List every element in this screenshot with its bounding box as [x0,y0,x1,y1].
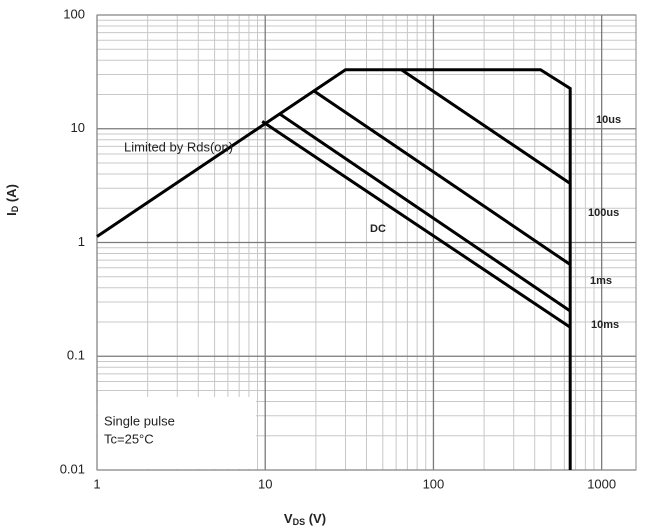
series-label: 1ms [590,275,612,287]
y-axis-label: ID (A) [4,184,20,216]
x-axis-label-main: V [284,511,293,526]
x-tick-label: 1000 [587,476,616,491]
annotation: Limited by Rds(on) [124,139,233,154]
x-tick-label: 10 [258,476,272,491]
series-line [400,68,572,185]
series-label: 10ms [591,319,619,331]
y-tick-label: 10 [71,120,85,135]
y-axis-label-main: I [4,212,19,216]
series-label: 100us [588,207,619,219]
y-tick-label: 0.01 [60,461,85,476]
note-text: Single pulse [104,413,175,428]
series-line [261,120,572,329]
x-axis-label: VDS (V) [284,511,326,527]
series-label: 10us [596,114,621,126]
x-tick-label: 100 [423,476,445,491]
x-axis-label-unit: (V) [305,511,326,526]
y-axis-label-unit: (A) [4,184,19,206]
x-axis-label-sub: DS [293,517,306,527]
y-axis-label-sub: D [10,205,20,212]
series-line [278,112,572,313]
y-tick-label: 0.1 [67,348,85,363]
plot-frame [96,14,637,471]
annotation: DC [370,223,386,235]
y-tick-label: 100 [63,6,85,21]
x-tick-label: 1 [93,476,100,491]
series-line [96,68,572,470]
y-tick-label: 1 [78,234,85,249]
note-text: Tc=25°C [104,431,154,446]
series-line [312,89,572,266]
note-box [98,397,256,469]
